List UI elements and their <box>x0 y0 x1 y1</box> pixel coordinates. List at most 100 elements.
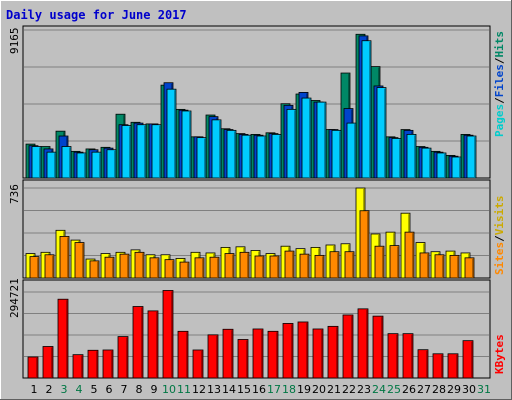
bar-pages-day-14 <box>226 129 237 179</box>
panel-visits-sites: 736 Sites/Visits <box>8 179 506 279</box>
x-tick-label: 29 <box>447 383 461 396</box>
bar-kbytes-day-9 <box>147 310 159 379</box>
bar-sites-day-21 <box>329 251 340 279</box>
bar-sites-day-4 <box>74 242 85 279</box>
bar-kbytes-day-30 <box>462 340 474 379</box>
bar-sites-day-8 <box>134 251 145 279</box>
bar-kbytes-day-3 <box>57 298 69 379</box>
x-tick-label: 16 <box>252 383 266 396</box>
bar-sites-day-29 <box>449 254 460 279</box>
panel-max-label: 736 <box>8 184 21 204</box>
x-tick-label: 1 <box>31 383 38 396</box>
x-tick-label: 12 <box>192 383 206 396</box>
bar-sites-day-13 <box>209 256 220 279</box>
x-tick-label: 14 <box>222 383 236 396</box>
legend-entry: Hits <box>493 31 506 58</box>
bar-pages-day-15 <box>241 134 252 179</box>
bar-kbytes-day-7 <box>117 336 129 379</box>
x-tick-label: 22 <box>342 383 356 396</box>
bar-pages-day-25 <box>391 138 402 179</box>
legend-entry: / <box>493 97 506 104</box>
bar-kbytes-day-20 <box>312 328 324 379</box>
x-tick-label: 31 <box>477 383 491 396</box>
bar-sites-day-14 <box>224 253 235 279</box>
x-tick-label: 9 <box>151 383 158 396</box>
bar-sites-day-9 <box>149 257 160 279</box>
bar-pages-day-22 <box>346 122 357 179</box>
bar-kbytes-day-5 <box>87 349 99 379</box>
bar-pages-day-9 <box>151 124 162 179</box>
bar-kbytes-day-11 <box>177 330 189 379</box>
x-tick-label: 3 <box>61 383 68 396</box>
bar-sites-day-16 <box>254 255 265 279</box>
panel-bars <box>25 33 477 179</box>
bar-kbytes-day-1 <box>27 356 39 379</box>
panel-max-label: 294721 <box>8 278 21 318</box>
bar-sites-day-24 <box>374 245 385 279</box>
bar-pages-day-12 <box>196 137 207 179</box>
legend-entry: Pages <box>493 104 506 137</box>
x-tick-label: 2 <box>46 383 53 396</box>
x-tick-label: 6 <box>106 383 113 396</box>
x-tick-label: 18 <box>282 383 296 396</box>
panel-bars <box>27 290 474 379</box>
panel-kbytes: 294721 KBytes <box>8 278 506 379</box>
bar-sites-day-2 <box>44 254 55 279</box>
bar-sites-day-11 <box>179 261 190 279</box>
bar-pages-day-27 <box>421 147 432 179</box>
bar-kbytes-day-28 <box>432 353 444 379</box>
bar-pages-day-20 <box>316 101 327 179</box>
bar-pages-day-3 <box>61 146 72 179</box>
bar-pages-day-30 <box>466 135 477 179</box>
x-tick-label: 24 <box>372 383 386 396</box>
bar-sites-day-19 <box>299 253 310 279</box>
bar-pages-day-29 <box>451 156 462 179</box>
bar-sites-day-1 <box>29 256 40 279</box>
bar-kbytes-day-24 <box>372 315 384 379</box>
panel-bars <box>25 187 475 279</box>
bar-sites-day-3 <box>59 236 70 279</box>
bar-pages-day-18 <box>286 108 297 179</box>
bar-pages-day-6 <box>106 149 117 179</box>
bar-pages-day-10 <box>166 88 177 179</box>
x-tick-label: 26 <box>402 383 416 396</box>
bar-kbytes-day-19 <box>297 321 309 379</box>
x-tick-label: 23 <box>357 383 371 396</box>
bar-kbytes-day-29 <box>447 353 459 379</box>
bar-pages-day-19 <box>301 97 312 179</box>
bar-sites-day-5 <box>89 260 100 279</box>
bar-pages-day-8 <box>136 124 147 179</box>
x-tick-label: 27 <box>417 383 431 396</box>
bar-sites-day-27 <box>419 252 430 279</box>
bar-sites-day-25 <box>389 245 400 279</box>
bar-kbytes-day-18 <box>282 323 294 379</box>
x-tick-label: 8 <box>136 383 143 396</box>
x-tick-label: 13 <box>207 383 221 396</box>
bar-kbytes-day-23 <box>357 308 369 379</box>
bar-sites-day-26 <box>404 231 415 279</box>
bar-kbytes-day-15 <box>237 339 249 379</box>
bar-pages-day-17 <box>271 133 282 179</box>
bar-sites-day-15 <box>239 251 250 279</box>
bar-kbytes-day-10 <box>162 290 174 379</box>
legend-entry: Visits <box>493 196 506 236</box>
bar-kbytes-day-22 <box>342 314 354 379</box>
x-tick-label: 20 <box>312 383 326 396</box>
x-tick-label: 28 <box>432 383 446 396</box>
bar-sites-day-30 <box>464 257 475 279</box>
bar-sites-day-17 <box>269 255 280 279</box>
bar-kbytes-day-2 <box>42 346 54 379</box>
bar-pages-day-4 <box>76 152 87 179</box>
bar-pages-day-2 <box>46 151 57 179</box>
x-tick-label: 5 <box>91 383 98 396</box>
x-tick-label: 10 <box>162 383 176 396</box>
bar-kbytes-day-6 <box>102 349 114 379</box>
legend-entry: Sites <box>493 242 506 275</box>
x-axis-day-labels: 1 2 3 4 5 6 7 8 9 10 11 12 13 14 15 16 17 18 19 20 21 22 23 24 2… <box>31 383 492 396</box>
x-tick-label: 15 <box>237 383 251 396</box>
legend-entry: / <box>493 57 506 64</box>
bar-kbytes-day-14 <box>222 328 234 379</box>
chart-title: Daily usage for June 2017 <box>6 8 187 22</box>
legend-entry: Files <box>493 64 506 97</box>
bar-kbytes-day-27 <box>417 349 429 379</box>
